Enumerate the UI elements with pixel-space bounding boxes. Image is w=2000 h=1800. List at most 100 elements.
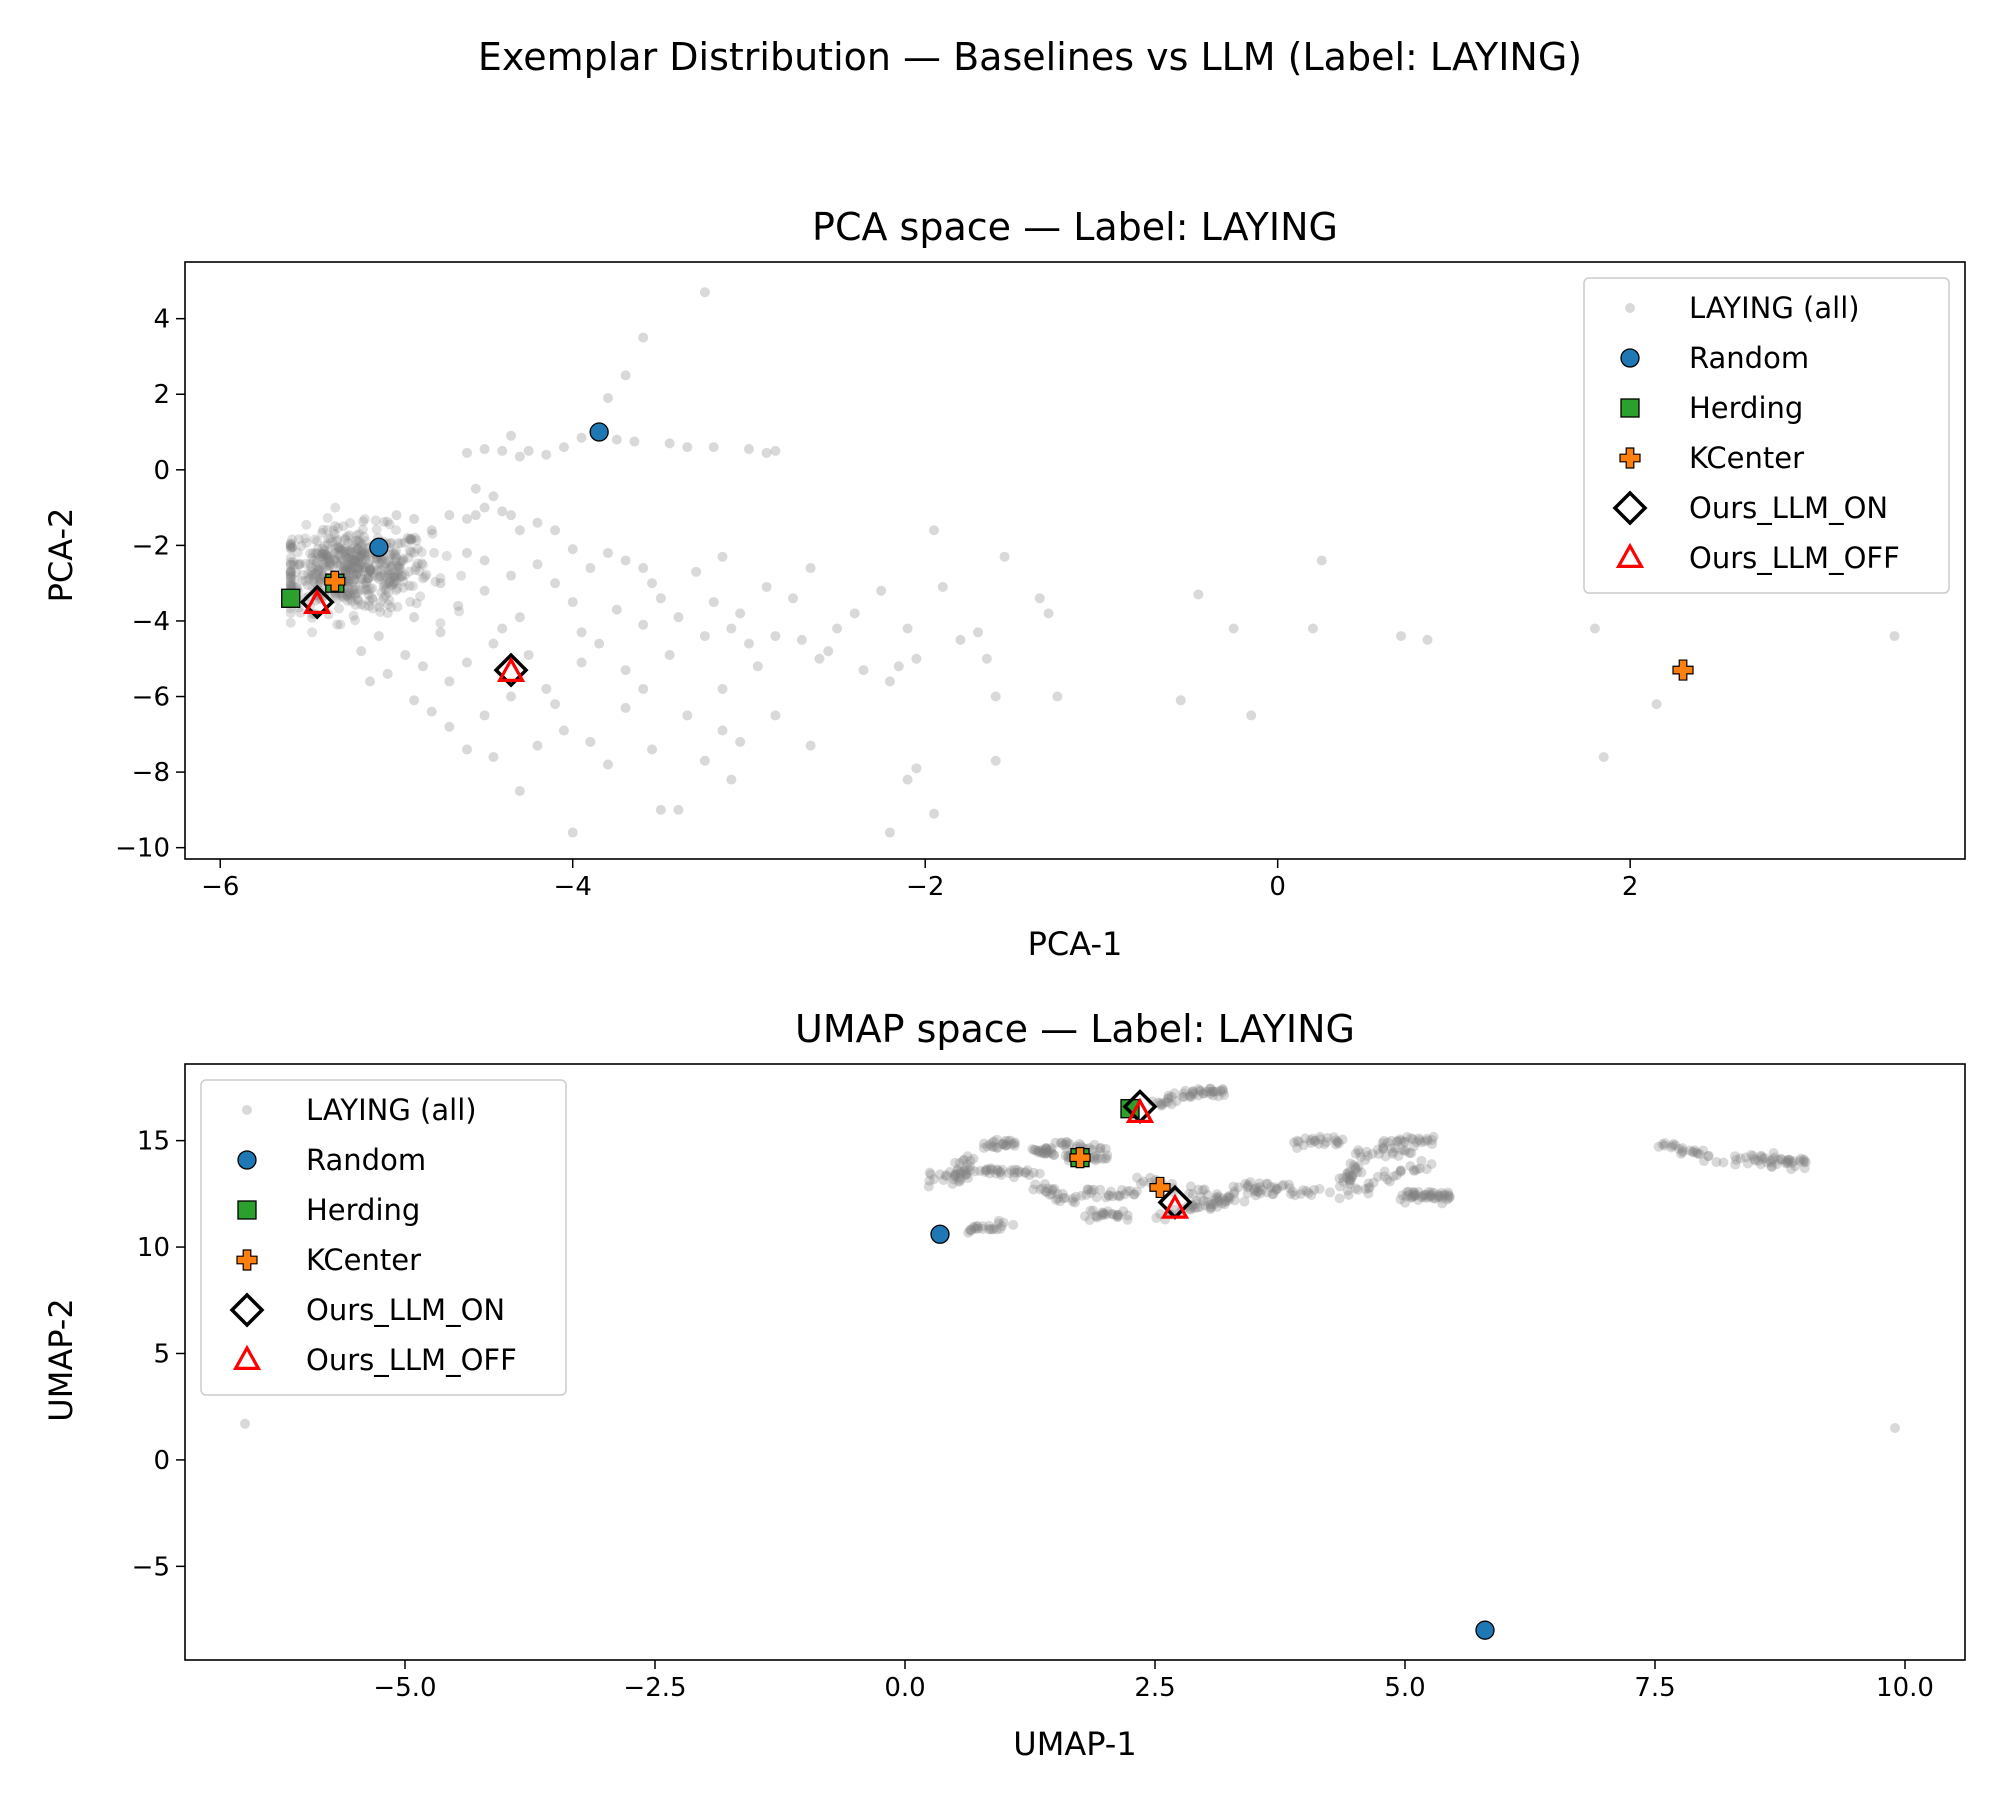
background-point xyxy=(950,1168,961,1179)
background-point xyxy=(611,434,622,445)
background-point xyxy=(1028,1167,1039,1178)
background-point xyxy=(339,560,350,571)
background-point xyxy=(1009,1138,1020,1149)
background-point xyxy=(1292,1135,1303,1146)
background-point xyxy=(1061,1144,1072,1155)
background-point xyxy=(358,531,369,542)
background-point xyxy=(386,580,397,591)
background-point xyxy=(965,1165,976,1176)
background-point xyxy=(796,634,807,645)
background-point xyxy=(404,566,415,577)
background-point xyxy=(295,607,306,618)
background-point xyxy=(334,550,345,561)
x-tick-label: −4 xyxy=(554,872,592,902)
background-point xyxy=(955,634,966,645)
background-point xyxy=(355,553,366,564)
background-point xyxy=(340,534,351,545)
background-point xyxy=(576,627,587,638)
background-point xyxy=(1094,1146,1105,1157)
background-point xyxy=(1262,1178,1273,1189)
background-point xyxy=(324,552,335,563)
background-point xyxy=(1400,1145,1411,1156)
background-point xyxy=(1347,1171,1358,1182)
background-point xyxy=(1674,1143,1685,1154)
background-point xyxy=(983,1224,994,1235)
background-point xyxy=(330,555,341,566)
background-point xyxy=(1322,1132,1333,1143)
legend-marker xyxy=(1615,542,1645,568)
background-point xyxy=(1048,1149,1059,1160)
background-point xyxy=(1097,1153,1108,1164)
background-point xyxy=(1409,1191,1420,1202)
background-point xyxy=(348,571,359,582)
background-point xyxy=(352,544,363,555)
background-point xyxy=(329,552,340,563)
background-point xyxy=(344,548,355,559)
background-point xyxy=(337,555,348,566)
background-point xyxy=(382,569,393,580)
background-point xyxy=(1102,1206,1113,1217)
background-point xyxy=(330,520,341,531)
background-point xyxy=(1104,1190,1115,1201)
background-point xyxy=(1099,1209,1110,1220)
background-point xyxy=(349,561,360,572)
background-point xyxy=(1014,1166,1025,1177)
background-point xyxy=(638,332,649,343)
background-point xyxy=(1250,1190,1261,1201)
background-point xyxy=(1409,1187,1420,1198)
background-point xyxy=(379,516,390,527)
background-point xyxy=(1178,1091,1189,1102)
background-point xyxy=(585,563,596,574)
background-point xyxy=(285,557,296,568)
background-point xyxy=(1378,1141,1389,1152)
background-point xyxy=(955,1173,966,1184)
background-point xyxy=(506,430,517,441)
background-point xyxy=(1195,1201,1206,1212)
background-point xyxy=(902,774,913,785)
background-point xyxy=(322,524,333,535)
background-point xyxy=(1246,710,1257,721)
background-point xyxy=(1380,1151,1391,1162)
background-point xyxy=(1313,1138,1324,1149)
background-point xyxy=(973,627,984,638)
background-point xyxy=(362,550,373,561)
background-point xyxy=(1245,1177,1256,1188)
background-point xyxy=(1421,1164,1432,1175)
background-point xyxy=(285,568,296,579)
background-point xyxy=(884,676,895,687)
background-point xyxy=(1408,1188,1419,1199)
background-point xyxy=(1356,1167,1367,1178)
legend-frame xyxy=(200,1079,567,1396)
background-point xyxy=(1361,1146,1372,1157)
background-point xyxy=(1425,1191,1436,1202)
background-point xyxy=(1205,1204,1216,1215)
background-point xyxy=(419,571,430,582)
background-point xyxy=(324,561,335,572)
background-point xyxy=(316,552,327,563)
pca-title: PCA space — Label: LAYING xyxy=(812,205,1338,249)
background-point xyxy=(992,1165,1003,1176)
background-point xyxy=(937,581,948,592)
background-point xyxy=(954,1157,965,1168)
background-point xyxy=(1676,1148,1687,1159)
pca-legend: LAYING (all) Random Herding KCenter Ours_LLM… xyxy=(1583,277,1950,594)
background-point xyxy=(997,1139,1008,1150)
background-point xyxy=(406,534,417,545)
background-point xyxy=(726,774,737,785)
background-point xyxy=(409,547,420,558)
background-point xyxy=(1043,608,1054,619)
background-point xyxy=(409,612,420,623)
background-point xyxy=(1756,1150,1767,1161)
background-point xyxy=(310,568,321,579)
background-point xyxy=(1043,1183,1054,1194)
y-tick-label: 10 xyxy=(137,1233,170,1263)
background-point xyxy=(1215,1085,1226,1096)
background-point xyxy=(1414,1163,1425,1174)
background-point xyxy=(1261,1178,1272,1189)
background-point xyxy=(305,559,316,570)
background-point xyxy=(1239,1196,1250,1207)
background-point xyxy=(1348,1160,1359,1171)
background-point xyxy=(1192,1202,1203,1213)
background-point xyxy=(427,528,438,539)
background-point xyxy=(357,557,368,568)
